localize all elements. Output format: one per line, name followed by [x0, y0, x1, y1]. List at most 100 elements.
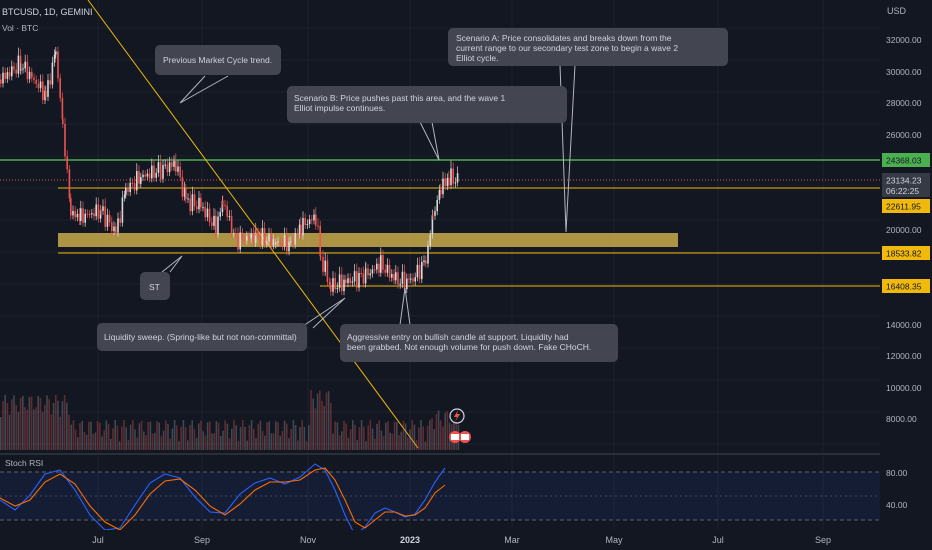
earnings-flag-icon-2[interactable]	[459, 431, 471, 443]
candle	[252, 233, 255, 244]
candle	[365, 268, 367, 270]
volume-bar	[374, 438, 376, 450]
candle	[51, 62, 54, 85]
candle	[257, 231, 259, 236]
volume-bar	[321, 400, 323, 450]
volume-bar	[297, 440, 299, 450]
volume-bar	[101, 436, 103, 450]
candle	[347, 278, 349, 284]
volume-bar	[360, 420, 363, 450]
callout-scenario-a[interactable]: Scenario A: Price consolidates and break…	[448, 28, 728, 66]
volume-bar	[165, 420, 167, 450]
callout-st[interactable]: ST	[140, 272, 170, 300]
volume-bar	[290, 428, 292, 450]
volume-bar	[380, 430, 383, 450]
candle	[140, 177, 142, 184]
volume-bar	[391, 433, 394, 450]
volume-bar	[149, 421, 152, 450]
candle	[97, 204, 100, 219]
candle	[198, 197, 200, 210]
volume-bar	[66, 402, 68, 450]
candle	[456, 173, 459, 183]
volume-bar	[272, 433, 275, 450]
candle	[255, 229, 257, 232]
callout-liquidity[interactable]: Liquidity sweep. (Spring-like but not no…	[97, 323, 307, 351]
candle	[59, 78, 61, 98]
candle	[320, 255, 322, 258]
volume-bar	[0, 417, 2, 450]
candle	[215, 215, 217, 235]
callout-scenario-b[interactable]: Scenario B: Price pushes past this area,…	[287, 86, 567, 123]
candle	[317, 225, 319, 227]
candle	[395, 272, 397, 281]
volume-bar	[314, 408, 317, 450]
time-tick: Mar	[504, 535, 520, 545]
candle	[388, 264, 391, 278]
candle	[100, 209, 102, 211]
stoch-pane[interactable]: Stoch RSI	[0, 458, 880, 536]
callout-st-text: ST	[149, 282, 160, 292]
volume-label: Vol · BTC	[2, 23, 38, 33]
price-tick: 14000.00	[886, 320, 922, 330]
tag-green[interactable]: 24368.03	[882, 153, 930, 167]
volume-bar	[136, 437, 138, 450]
candle	[62, 119, 64, 124]
candle	[121, 197, 124, 223]
volume-bar	[426, 425, 429, 450]
volume-bar	[46, 395, 48, 450]
callout-scenario-a-text: Scenario A: Price consolidates and break…	[456, 33, 678, 63]
volume-bar	[222, 430, 224, 450]
volume-bar	[209, 421, 211, 450]
volume-bar	[446, 411, 449, 450]
tag-green-text: 24368.03	[886, 156, 922, 166]
volume-bar	[33, 409, 35, 450]
candle	[177, 166, 179, 172]
candle	[72, 210, 74, 216]
candle	[412, 278, 414, 282]
candle	[367, 268, 369, 276]
candle	[55, 51, 57, 55]
volume-bar	[424, 441, 427, 450]
volume-bar	[145, 435, 147, 450]
volume-bar	[107, 424, 110, 450]
price-tick: 10000.00	[886, 383, 922, 393]
volume-bar	[28, 396, 31, 450]
candle	[334, 278, 336, 290]
volume-bar	[50, 414, 53, 450]
volume-bar	[343, 420, 345, 450]
volume-bar	[72, 420, 75, 450]
lightning-icon[interactable]	[449, 408, 465, 424]
tag-support[interactable]: 16408.35	[882, 279, 930, 293]
volume-bar	[63, 395, 66, 450]
tag-range-high[interactable]: 22611.95	[882, 199, 930, 213]
candle	[80, 208, 82, 221]
candle	[322, 257, 324, 272]
volume-bar	[301, 420, 303, 450]
tag-current[interactable]: 23134.23 06:22:25	[882, 173, 930, 197]
market-cycle-trendline[interactable]	[87, 0, 419, 449]
price-axis[interactable]	[880, 0, 932, 550]
volume-bar	[347, 437, 350, 450]
candle	[47, 80, 49, 97]
callout-aggressive[interactable]: Aggressive entry on bullish candle at su…	[340, 324, 618, 362]
earnings-flag-icon[interactable]	[449, 431, 461, 443]
volume-bar	[206, 422, 209, 450]
demand-zone[interactable]	[58, 233, 678, 247]
volume-bar	[257, 423, 259, 450]
time-axis[interactable]	[0, 530, 932, 550]
candle	[193, 194, 196, 207]
volume-bar	[156, 421, 158, 450]
volume-bar	[85, 434, 88, 450]
volume-bar	[371, 428, 374, 450]
volume-bar	[338, 435, 341, 450]
symbol-title: BTCUSD, 1D, GEMINI	[2, 7, 93, 17]
volume-bar	[259, 420, 262, 450]
volume-bar	[369, 420, 372, 450]
time-ticks: Jul Sep Nov 2023 Mar May Jul Sep	[92, 535, 831, 545]
tag-range-low[interactable]: 18533.82	[882, 246, 930, 260]
candle	[230, 216, 233, 234]
candle	[338, 274, 341, 288]
volume-bar	[129, 424, 132, 450]
callout-prev-cycle[interactable]: Previous Market Cycle trend.	[155, 45, 281, 75]
